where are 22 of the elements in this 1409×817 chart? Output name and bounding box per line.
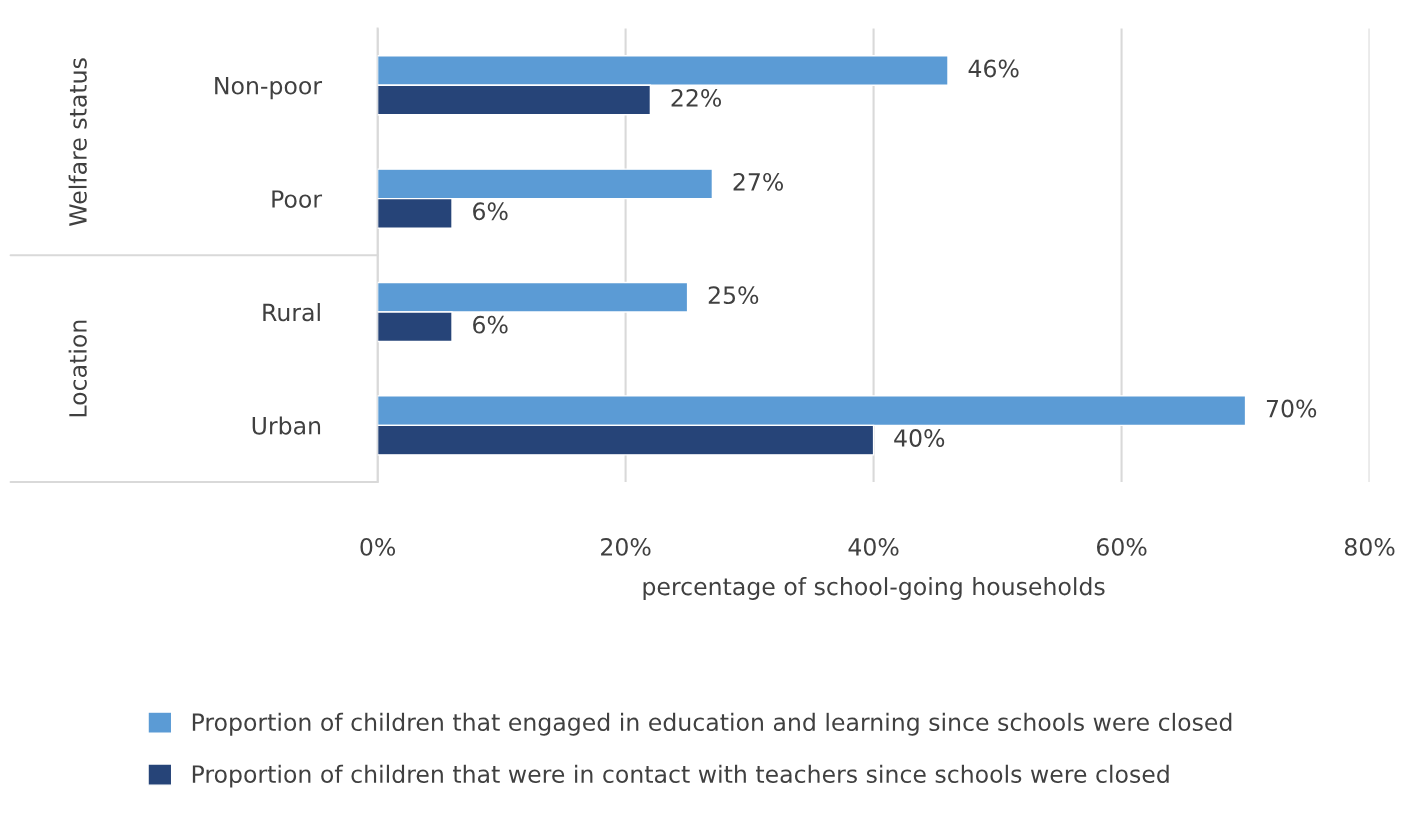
x-tick-label: 80% [1344,538,1395,556]
x-tick-label: 20% [601,538,651,556]
data-label: 46% [968,59,1019,78]
text: Welfare status [68,58,87,226]
y-tick-label: Poor [272,190,323,208]
y-tick-label: Non-poor [215,77,323,100]
data-label: 70% [1266,399,1317,418]
data-label: 22% [671,89,722,107]
x-tick-label: 40% [848,538,899,556]
x-axis-title: percentage of school-going households [643,577,1105,600]
x-tick-label: 60% [1096,538,1147,556]
data-label: 6% [473,315,508,334]
data-label: 6% [473,202,508,221]
y-tick-label: Rural [263,303,320,322]
data-label: 27% [733,172,784,191]
legend-label: Proportion of children that engaged in education and learning since schools were closed [192,712,1232,736]
legend-label: Proportion of children that were in contact with teachers since schools were closed [192,764,1169,788]
y-tick-label: Urban [252,416,321,435]
x-tick-label: 0% [360,538,396,556]
text: Location [68,320,87,417]
data-label: 25% [708,286,759,305]
data-label: 40% [894,429,945,447]
